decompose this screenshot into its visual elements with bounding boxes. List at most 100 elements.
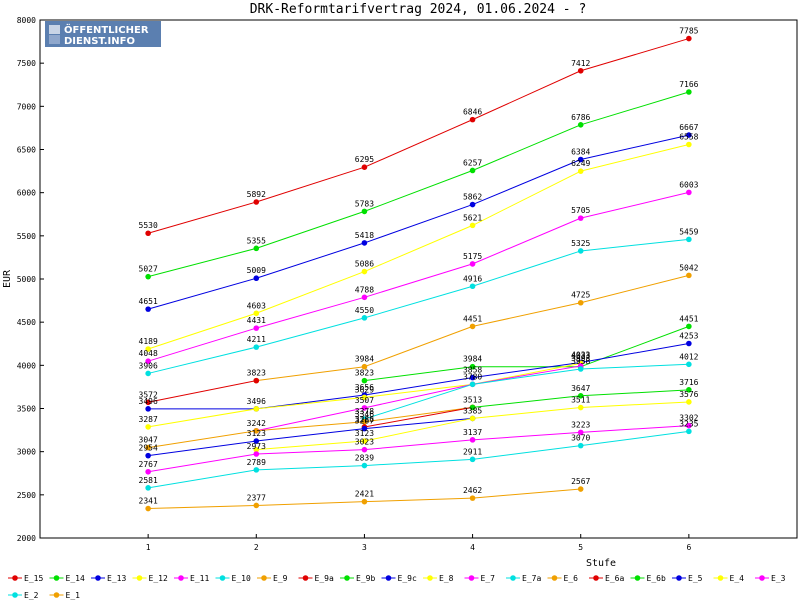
legend-label: E_10 bbox=[232, 574, 251, 583]
legend-item-e-13: E_13 bbox=[91, 574, 126, 583]
series-line-e-6 bbox=[364, 406, 473, 423]
series-line-e-7a bbox=[472, 368, 581, 385]
series-line-e-7 bbox=[364, 383, 473, 409]
series-line-e-4 bbox=[472, 407, 581, 419]
point-e-3 bbox=[469, 437, 476, 443]
legend-item-e-6: E_6 bbox=[547, 574, 578, 583]
point-e-11 bbox=[469, 261, 476, 267]
legend-item-e-12: E_12 bbox=[132, 574, 168, 583]
point-e-7a bbox=[469, 381, 476, 388]
legend-swatch-marker bbox=[12, 575, 18, 581]
point-e-12 bbox=[686, 141, 692, 148]
legend: E_15 E_14 E_13 E_12 E_11 E_10 E_9 E_9a E_9b E_9c E… bbox=[8, 574, 786, 600]
legend-item-e-9c: E_9c bbox=[381, 574, 417, 583]
series-line-e-14 bbox=[256, 210, 365, 249]
series-line-e-10 bbox=[580, 238, 689, 252]
y-tick-label: 3000 bbox=[17, 448, 36, 457]
series-lines bbox=[147, 38, 690, 510]
y-axis-label: EUR bbox=[2, 269, 13, 288]
data-label: 5027 bbox=[139, 265, 158, 274]
data-label: 3378 bbox=[355, 407, 374, 416]
series-line-e-8 bbox=[256, 396, 365, 410]
series-line-e-15 bbox=[580, 38, 689, 72]
point-e-10 bbox=[469, 283, 476, 290]
data-label: 4916 bbox=[463, 274, 482, 283]
data-label: 6667 bbox=[679, 123, 698, 132]
legend-label: E_15 bbox=[24, 574, 43, 583]
data-label: 5459 bbox=[679, 227, 698, 236]
legend-label: E_12 bbox=[149, 574, 168, 583]
legend-label: E_13 bbox=[107, 574, 126, 583]
point-e-12 bbox=[577, 168, 584, 174]
point-e-11 bbox=[361, 294, 368, 301]
legend-swatch-marker bbox=[261, 575, 267, 581]
legend-label: E_9c bbox=[398, 574, 417, 583]
series-line-e-11 bbox=[147, 327, 257, 362]
point-e-10 bbox=[145, 370, 151, 377]
x-tick-label: 2 bbox=[254, 543, 259, 552]
point-e-9c bbox=[686, 340, 692, 347]
series-line-e-6b bbox=[472, 395, 581, 408]
series-line-e-1 bbox=[472, 488, 581, 499]
legend-swatch-marker bbox=[53, 592, 60, 598]
legend-label: E_9 bbox=[273, 574, 288, 583]
data-label: 3070 bbox=[571, 434, 590, 443]
series-line-e-3 bbox=[256, 449, 365, 455]
point-e-1 bbox=[469, 495, 476, 501]
series-line-e-10 bbox=[364, 285, 473, 319]
legend-swatch-marker bbox=[385, 575, 392, 581]
series-line-e-13 bbox=[472, 159, 581, 206]
data-label: 4211 bbox=[247, 335, 266, 344]
point-e-5 bbox=[361, 425, 368, 432]
data-label: 3123 bbox=[247, 429, 266, 438]
legend-item-e-14: E_14 bbox=[49, 574, 85, 583]
data-label: 5705 bbox=[571, 206, 590, 215]
data-label: 2581 bbox=[139, 476, 158, 485]
point-e-14 bbox=[686, 89, 692, 95]
point-e-6 bbox=[361, 418, 368, 425]
x-tick-label: 4 bbox=[470, 543, 475, 552]
x-tick-label: 5 bbox=[578, 543, 583, 552]
data-label: 5086 bbox=[355, 260, 374, 269]
legend-label: E_2 bbox=[24, 591, 39, 600]
point-e-12 bbox=[361, 268, 368, 275]
point-e-11 bbox=[253, 325, 260, 331]
data-labels: 5530 5892 6295 6846 7412 7785 5027 5355 5783 6257… bbox=[139, 27, 699, 506]
data-label: 4603 bbox=[247, 301, 266, 310]
data-label: 6003 bbox=[679, 180, 698, 189]
point-e-2 bbox=[577, 442, 584, 449]
data-label: 4023 bbox=[571, 351, 590, 360]
y-tick-label: 6000 bbox=[17, 189, 36, 198]
point-e-13 bbox=[469, 201, 476, 208]
point-e-1 bbox=[253, 502, 260, 509]
data-label: 4253 bbox=[679, 331, 698, 340]
legend-label: E_9b bbox=[356, 574, 375, 583]
series-line-e-3 bbox=[364, 439, 473, 451]
point-e-4 bbox=[253, 446, 260, 453]
series-line-e-9 bbox=[580, 274, 689, 304]
point-e-10 bbox=[686, 236, 692, 243]
legend-item-e-7: E_7 bbox=[464, 574, 495, 583]
point-e-9a bbox=[253, 377, 260, 384]
data-label: 3958 bbox=[571, 357, 590, 366]
series-line-e-11 bbox=[580, 191, 689, 219]
point-e-13 bbox=[361, 240, 368, 246]
series-line-e-2 bbox=[256, 465, 365, 471]
series-line-e-8 bbox=[364, 383, 473, 398]
y-tick-label: 7500 bbox=[17, 59, 36, 68]
data-label: 6257 bbox=[463, 158, 482, 167]
logo-background bbox=[45, 21, 161, 47]
legend-swatch-marker bbox=[344, 575, 350, 581]
data-label: 7166 bbox=[679, 80, 698, 89]
series-line-e-7a bbox=[580, 363, 689, 370]
point-e-9 bbox=[686, 272, 692, 279]
legend-label: E_11 bbox=[190, 574, 209, 583]
point-e-13 bbox=[145, 306, 151, 312]
legend-label: E_7a bbox=[522, 574, 541, 583]
point-e-14 bbox=[253, 245, 260, 252]
legend-swatch-marker bbox=[219, 575, 226, 581]
series-line-e-5 bbox=[148, 440, 257, 457]
legend-swatch-marker bbox=[95, 575, 101, 581]
data-label: 3223 bbox=[571, 420, 590, 429]
